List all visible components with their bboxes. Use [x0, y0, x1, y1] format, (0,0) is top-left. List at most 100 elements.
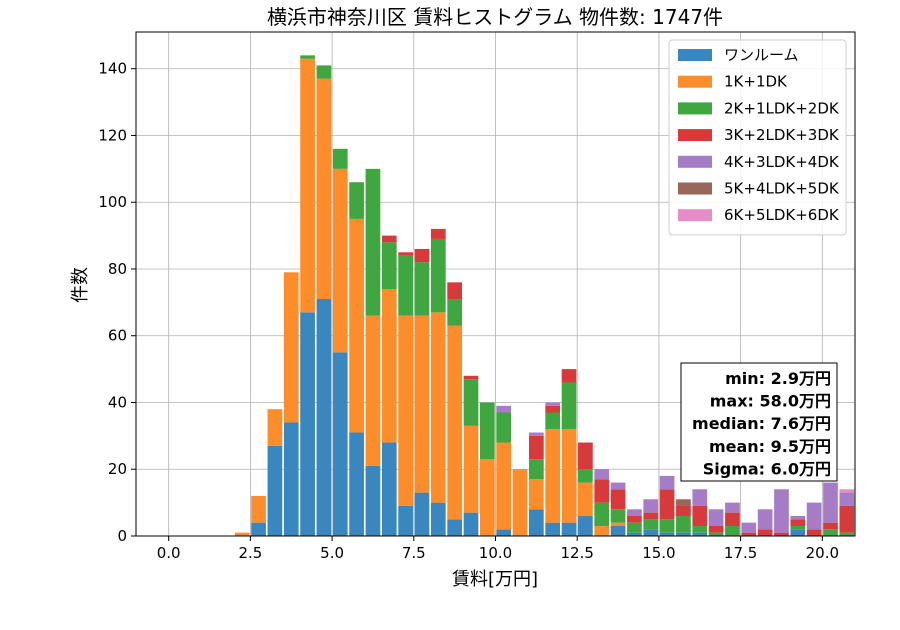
- x-axis-label: 賃料[万円]: [452, 569, 538, 590]
- bar-segment: [349, 218, 364, 433]
- bar-segment: [627, 515, 642, 523]
- bar-segment: [610, 509, 626, 523]
- y-tick-label: 0: [117, 527, 127, 545]
- y-tick-label: 100: [98, 193, 127, 211]
- y-tick-label: 20: [108, 460, 127, 478]
- bar-segment: [496, 405, 512, 413]
- bar-segment: [594, 525, 610, 536]
- bar-segment: [561, 382, 577, 430]
- stats-line: median: 7.6万円: [692, 414, 831, 433]
- bar-segment: [545, 522, 561, 536]
- x-tick-label: 12.5: [561, 544, 594, 562]
- bar-segment: [381, 442, 397, 536]
- bar-segment: [741, 532, 757, 536]
- axis-ticks: 0.0 2.5 5.0 7.5 10.0 12.5 15.0 17.5 20.0 0 20 40 60 8…: [98, 60, 839, 562]
- x-tick-label: 2.5: [238, 544, 262, 562]
- y-axis-label: 件数: [70, 267, 91, 303]
- bar-segment: [528, 459, 544, 480]
- bar-segment: [267, 409, 283, 446]
- legend-swatch: [678, 209, 712, 222]
- bar-segment: [692, 505, 708, 526]
- bar-segment: [463, 425, 479, 513]
- bar-segment: [692, 532, 708, 536]
- x-tick-label: 5.0: [320, 544, 344, 562]
- bar-segment: [627, 532, 642, 536]
- legend-box: [668, 39, 847, 236]
- bar-segment: [578, 442, 593, 470]
- bar-segment: [774, 532, 789, 536]
- bar-segment: [790, 515, 806, 520]
- bar-segment: [823, 529, 838, 536]
- bar-segment: [496, 412, 512, 443]
- bar-segment: [823, 522, 838, 530]
- legend-swatch: [678, 182, 712, 195]
- bar-segment: [545, 412, 561, 430]
- bar-segment: [398, 252, 413, 256]
- bar-segment: [414, 262, 430, 316]
- y-tick-label: 140: [98, 60, 127, 78]
- bar-segment: [398, 255, 413, 316]
- bar-segment: [610, 525, 626, 536]
- bar-segment: [676, 499, 691, 506]
- y-tick-label: 60: [108, 327, 127, 345]
- bar-segment: [430, 502, 446, 536]
- bar-segment: [757, 509, 773, 530]
- bar-segment: [528, 509, 544, 536]
- bar-segment: [496, 442, 512, 530]
- bar-segment: [545, 405, 561, 413]
- x-tick-label: 7.5: [402, 544, 426, 562]
- bar-segment: [430, 238, 446, 313]
- bar-segment: [659, 532, 675, 536]
- bar-segment: [708, 509, 724, 526]
- bar-segment: [839, 489, 855, 493]
- bar-segment: [659, 489, 675, 520]
- bar-segment: [692, 489, 708, 506]
- legend: ワンルーム 1K+1DK 2K+1LDK+2DK 3K+2LDK+3DK 4K+3LDK…: [668, 39, 847, 236]
- bar-segment: [381, 235, 397, 243]
- bar-segment: [578, 482, 593, 516]
- bar-segment: [398, 315, 413, 506]
- bar-segment: [839, 532, 855, 536]
- bar-segment: [643, 519, 659, 530]
- bar-segment: [316, 65, 332, 79]
- bar-segment: [823, 482, 838, 523]
- bar-segment: [610, 489, 626, 510]
- bar-segment: [725, 502, 740, 513]
- bar-segment: [479, 402, 495, 460]
- bar-segment: [447, 325, 463, 520]
- bar-segment: [692, 525, 708, 533]
- bar-segment: [627, 522, 642, 533]
- bar-segment: [447, 519, 463, 536]
- bar-segment: [463, 375, 479, 380]
- stats-box-frame: [680, 362, 838, 482]
- bar-segment: [757, 529, 773, 536]
- bar-segment: [561, 369, 577, 383]
- bar-segment: [283, 422, 299, 536]
- stats-box: min: 2.9万円 max: 58.0万円 median: 7.6万円 mean: …: [680, 362, 838, 482]
- bar-segment: [659, 475, 675, 490]
- bar-segment: [332, 168, 348, 353]
- bar-segment: [741, 522, 757, 533]
- bar-segment: [627, 509, 642, 516]
- y-tick-label: 80: [108, 260, 127, 278]
- bar-segment: [349, 432, 364, 536]
- bar-segment: [676, 532, 691, 536]
- legend-swatch: [678, 49, 712, 61]
- stats-line: max: 58.0万円: [710, 392, 831, 411]
- x-tick-label: 10.0: [479, 544, 512, 562]
- bar-segment: [430, 228, 446, 239]
- stats-line: Sigma: 6.0万円: [703, 459, 831, 478]
- bar-segment: [545, 429, 561, 523]
- bar-segment: [234, 532, 250, 536]
- bar-segment: [676, 515, 691, 533]
- bar-segment: [447, 282, 463, 300]
- bar-segment: [610, 522, 626, 526]
- bar-segment: [839, 505, 855, 533]
- legend-label: ワンルーム: [724, 46, 799, 64]
- bar-segment: [676, 505, 691, 516]
- bar-segment: [708, 532, 724, 536]
- bar-segment: [365, 315, 381, 466]
- bar-segment: [251, 495, 266, 523]
- legend-label: 2K+1LDK+2DK: [724, 99, 840, 117]
- bar-segment: [561, 522, 577, 536]
